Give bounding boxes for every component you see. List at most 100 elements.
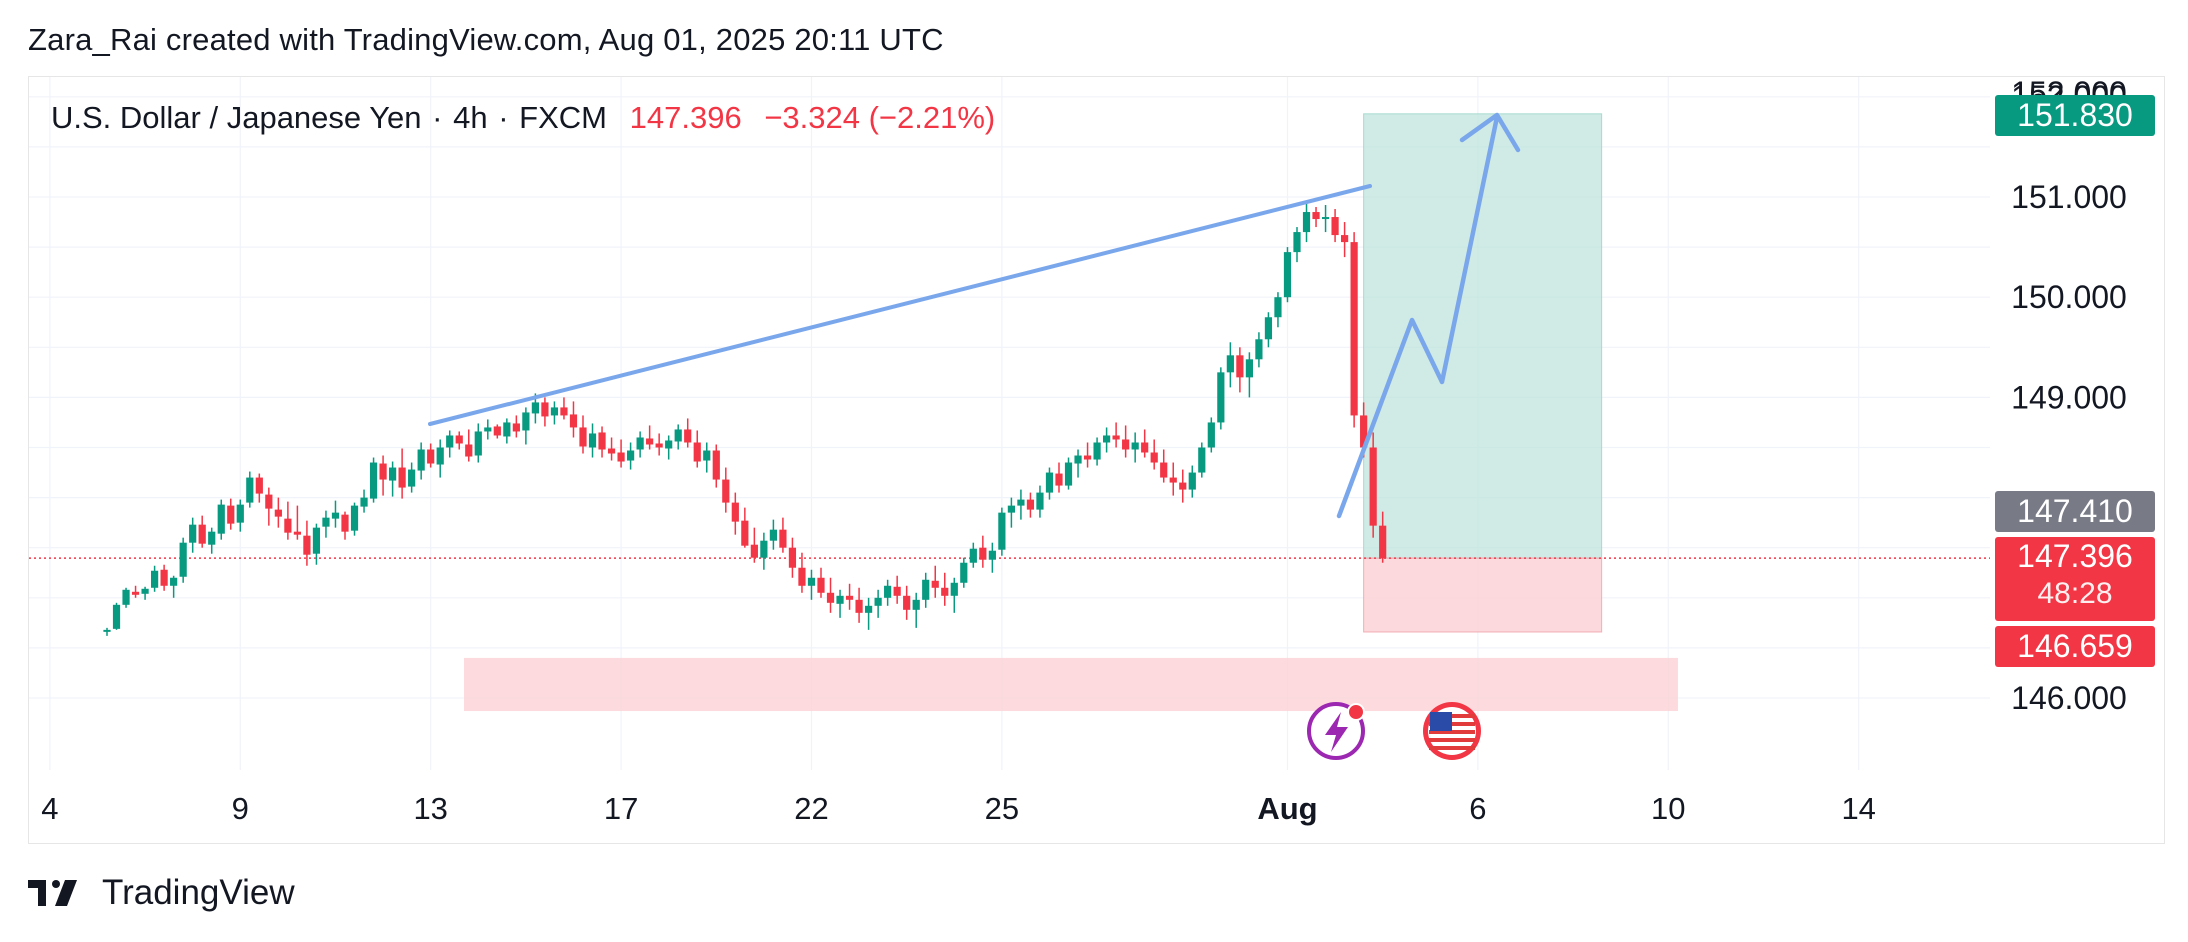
candle-body [541, 402, 549, 417]
candle-body [255, 477, 263, 494]
candle-body [807, 577, 816, 586]
candle-body [436, 447, 444, 465]
candle-body [531, 402, 539, 414]
candle-body [303, 535, 311, 555]
candle-body [1188, 472, 1196, 490]
time-axis-label: 9 [232, 791, 249, 826]
candle-body [855, 599, 863, 613]
candle-body [389, 467, 397, 481]
candle-body [817, 577, 825, 593]
candle-body [198, 524, 206, 544]
legend-change: −3.324 (−2.21%) [764, 100, 996, 135]
earnings-event-icon[interactable] [1307, 702, 1365, 760]
candle-body [1341, 235, 1349, 243]
stop-price-tag[interactable]: 146.659 [1995, 626, 2155, 667]
us-flag-event-icon[interactable] [1423, 702, 1481, 760]
flag-stripe [1429, 730, 1475, 734]
symbol-exchange: FXCM [519, 100, 607, 135]
candle-body [969, 548, 977, 563]
candle-body [493, 426, 501, 436]
tradingview-footer[interactable]: TradingView [28, 873, 295, 913]
candle-body [779, 529, 787, 548]
candle-body [1045, 472, 1054, 493]
candle-body [1236, 355, 1244, 378]
chart-frame [28, 76, 2165, 844]
legend-price: 147.396 [629, 100, 742, 135]
candle-body [988, 550, 996, 560]
candle-body [131, 591, 140, 595]
target-price-tag[interactable]: 151.830 [1995, 95, 2155, 136]
candle-body [522, 412, 530, 431]
candle-body [474, 431, 482, 456]
chart-attribution: Zara_Rai created with TradingView.com, A… [28, 22, 944, 57]
candle-body [236, 504, 244, 523]
current-price-value: 147.396 [2017, 538, 2133, 574]
candle-body [731, 502, 739, 522]
candle-body [1274, 297, 1282, 318]
event-markers[interactable] [1307, 702, 1481, 760]
candle-body [960, 562, 968, 583]
flag-stripe [1429, 746, 1475, 750]
candle-body [122, 589, 130, 605]
candle-body [893, 586, 901, 596]
candle-body [1112, 435, 1120, 440]
symbol-interval: 4h [453, 100, 488, 135]
candle-body [693, 442, 701, 462]
candle-body [1160, 462, 1168, 478]
candle-body [884, 585, 892, 598]
projection-arrowhead[interactable] [1459, 112, 1521, 153]
candle-body [512, 423, 520, 432]
candle-body [369, 462, 378, 499]
candle-body [836, 595, 844, 604]
candle-body [941, 587, 949, 596]
stop-loss-zone [1363, 557, 1603, 633]
candle-body [1179, 482, 1187, 490]
candle-body [1026, 499, 1035, 510]
candle-body [217, 504, 225, 534]
candle-body [665, 440, 673, 449]
candle-body [760, 540, 768, 558]
projection-path[interactable] [1336, 114, 1500, 519]
candle-body [160, 569, 168, 586]
candle-body [1217, 372, 1225, 423]
candle-body [579, 427, 587, 447]
candle-body [1264, 317, 1273, 340]
candle-body [1017, 499, 1025, 506]
current-price-tag[interactable]: 147.396 48:28 [1995, 537, 2155, 621]
candle-body [922, 579, 930, 600]
symbol-legend[interactable]: U.S. Dollar / Japanese Yen · 4h · FXCM 1… [51, 100, 995, 136]
candle-body [322, 517, 330, 527]
drawing-tools[interactable] [428, 112, 1521, 519]
legend-separator: · [432, 100, 443, 135]
candle-body [1226, 355, 1234, 373]
candle-body [1293, 232, 1301, 253]
candle-body [1122, 439, 1130, 450]
time-axis-label: 13 [413, 791, 447, 826]
candle-body [1198, 447, 1206, 473]
candle-body [684, 429, 692, 443]
candle-body [703, 450, 711, 461]
candle-body [598, 432, 606, 450]
tradingview-brand: TradingView [102, 873, 295, 912]
candle-body [465, 444, 473, 457]
candle-body [312, 527, 321, 554]
candle-body [427, 449, 435, 464]
candle-body [912, 599, 920, 610]
candle-body [750, 544, 758, 558]
candle-body [826, 592, 835, 603]
candle-body [1074, 455, 1082, 464]
candle-body [331, 512, 340, 519]
candle-body [265, 494, 273, 509]
candle-body [455, 435, 463, 444]
flag-stripe [1429, 738, 1475, 742]
resistance-trendline[interactable] [428, 184, 1372, 426]
candle-body [1150, 452, 1158, 463]
candle-body [1245, 359, 1253, 378]
time-axis[interactable]: 4 9 13 17 22 25 Aug 6 10 14 [41, 791, 1876, 826]
candle-body [1379, 525, 1387, 559]
candle-body [1055, 473, 1063, 486]
time-axis-label: 14 [1841, 791, 1875, 826]
candle-body [1036, 492, 1044, 510]
last-close-price-tag[interactable]: 147.410 [1995, 491, 2155, 532]
